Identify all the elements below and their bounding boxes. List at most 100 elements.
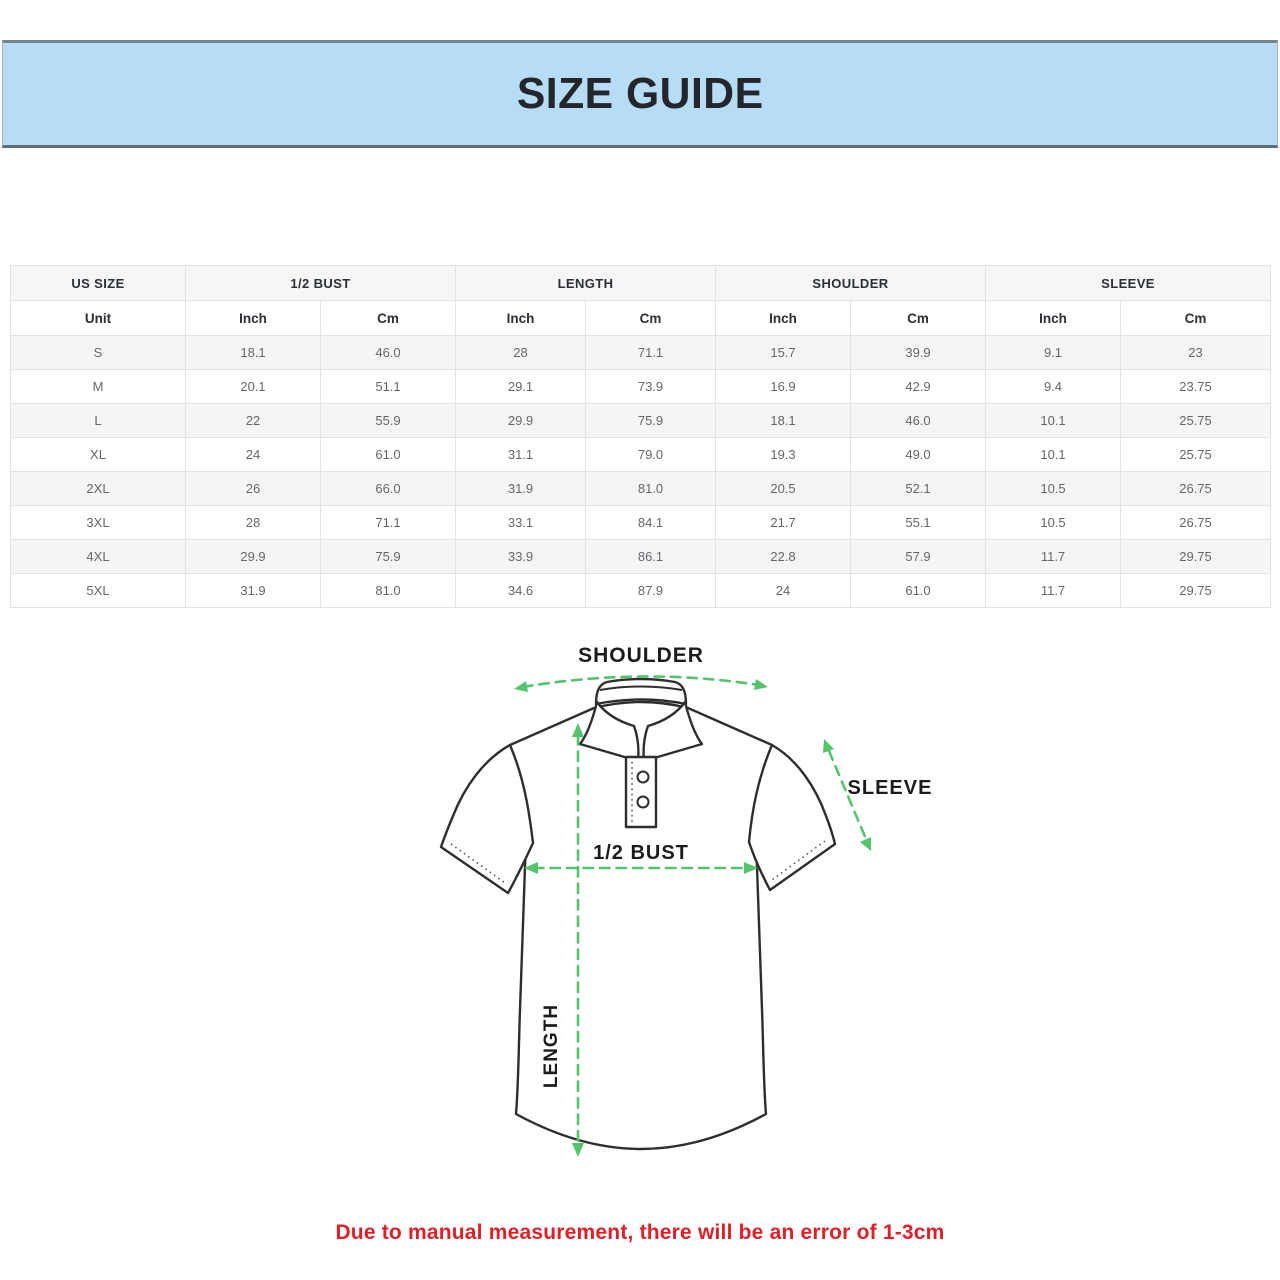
size-cell-value: 29.75 <box>1119 539 1272 574</box>
unit-header: Inch <box>455 300 586 336</box>
size-cell-value: 26 <box>185 471 321 506</box>
column-group-shoulder: SHOULDER <box>715 265 986 301</box>
size-cell-value: 34.6 <box>455 573 586 608</box>
size-guide-banner: SIZE GUIDE <box>2 40 1278 148</box>
size-cell-value: 49.0 <box>850 437 986 472</box>
size-cell-value: 11.7 <box>985 539 1121 574</box>
size-cell-value: 28 <box>185 505 321 540</box>
bust-arrow <box>524 862 758 874</box>
size-cell-value: 61.0 <box>320 437 456 472</box>
size-cell-label: 4XL <box>10 539 186 574</box>
size-cell-value: 51.1 <box>320 369 456 404</box>
size-cell-value: 71.1 <box>585 335 716 370</box>
size-cell-value: 21.7 <box>715 505 851 540</box>
size-cell-value: 81.0 <box>320 573 456 608</box>
size-cell-value: 81.0 <box>585 471 716 506</box>
size-cell-value: 10.1 <box>985 437 1121 472</box>
size-cell-value: 52.1 <box>850 471 986 506</box>
size-cell-label: 3XL <box>10 505 186 540</box>
unit-header: Cm <box>585 300 716 336</box>
polo-shirt-diagram: SHOULDER SLEEVE 1/2 BUST LENGTH <box>439 644 933 1157</box>
table-unit-header-row: Unit Inch Cm Inch Cm Inch Cm Inch Cm <box>10 300 1272 336</box>
polo-collar-left-flap <box>578 700 640 763</box>
size-cell-label: L <box>10 403 186 438</box>
size-cell-value: 10.5 <box>985 505 1121 540</box>
table-row: 4XL 29.9 75.9 33.9 86.1 22.8 57.9 11.7 29.75 <box>10 539 1272 574</box>
size-cell-value: 28 <box>455 335 586 370</box>
size-cell-value: 31.9 <box>185 573 321 608</box>
length-label: LENGTH <box>541 1004 562 1088</box>
sleeve-arrow <box>823 739 871 851</box>
left-cuff-stitch <box>450 843 506 884</box>
size-cell-value: 22.8 <box>715 539 851 574</box>
size-cell-value: 19.3 <box>715 437 851 472</box>
table-row: L 22 55.9 29.9 75.9 18.1 46.0 10.1 25.75 <box>10 403 1272 438</box>
polo-placket <box>624 755 658 829</box>
size-table-body: S 18.1 46.0 28 71.1 15.7 39.9 9.1 23 M 20.1 51.1 29.… <box>10 335 1272 608</box>
placket-button <box>636 770 650 784</box>
size-cell-value: 15.7 <box>715 335 851 370</box>
size-cell-value: 55.9 <box>320 403 456 438</box>
size-cell-value: 79.0 <box>585 437 716 472</box>
size-cell-label: S <box>10 335 186 370</box>
shoulder-arrow <box>514 675 768 692</box>
size-cell-value: 75.9 <box>320 539 456 574</box>
size-cell-value: 61.0 <box>850 573 986 608</box>
size-cell-label: 5XL <box>10 573 186 608</box>
size-cell-label: XL <box>10 437 186 472</box>
size-cell-value: 24 <box>715 573 851 608</box>
size-cell-value: 22 <box>185 403 321 438</box>
size-cell-value: 29.9 <box>455 403 586 438</box>
size-table: US SIZE 1/2 BUST LENGTH SHOULDER SLEEVE … <box>10 265 1272 608</box>
polo-collar-right-flap <box>642 700 704 763</box>
size-cell-value: 25.75 <box>1119 403 1272 438</box>
size-cell-value: 23.75 <box>1119 369 1272 404</box>
size-cell-value: 42.9 <box>850 369 986 404</box>
size-cell-value: 10.5 <box>985 471 1121 506</box>
size-cell-value: 23 <box>1119 335 1272 370</box>
unit-header: Cm <box>320 300 456 336</box>
bust-label: 1/2 BUST <box>593 842 689 864</box>
size-cell-value: 39.9 <box>850 335 986 370</box>
size-cell-value: 26.75 <box>1119 505 1272 540</box>
page-title: SIZE GUIDE <box>516 69 764 118</box>
size-cell-value: 26.75 <box>1119 471 1272 506</box>
length-arrow <box>572 723 584 1157</box>
table-row: S 18.1 46.0 28 71.1 15.7 39.9 9.1 23 <box>10 335 1272 370</box>
size-cell-value: 57.9 <box>850 539 986 574</box>
size-cell-value: 66.0 <box>320 471 456 506</box>
unit-header: Inch <box>185 300 321 336</box>
unit-header: Cm <box>850 300 986 336</box>
size-cell-value: 31.1 <box>455 437 586 472</box>
unit-header: Unit <box>10 300 186 336</box>
unit-header: Cm <box>1119 300 1272 336</box>
size-cell-value: 18.1 <box>715 403 851 438</box>
size-cell-value: 20.1 <box>185 369 321 404</box>
size-cell-value: 55.1 <box>850 505 986 540</box>
size-cell-value: 9.1 <box>985 335 1121 370</box>
sleeve-label: SLEEVE <box>848 777 933 799</box>
table-row: M 20.1 51.1 29.1 73.9 16.9 42.9 9.4 23.75 <box>10 369 1272 404</box>
table-row: XL 24 61.0 31.1 79.0 19.3 49.0 10.1 25.75 <box>10 437 1272 472</box>
shoulder-label: SHOULDER <box>578 644 704 667</box>
size-cell-value: 29.75 <box>1119 573 1272 608</box>
size-cell-value: 33.1 <box>455 505 586 540</box>
placket-button <box>636 795 650 809</box>
column-group-sleeve: SLEEVE <box>984 265 1272 301</box>
unit-header: Inch <box>715 300 851 336</box>
column-group-bust: 1/2 BUST <box>185 265 456 301</box>
size-cell-label: M <box>10 369 186 404</box>
size-cell-value: 46.0 <box>850 403 986 438</box>
size-cell-value: 25.75 <box>1119 437 1272 472</box>
size-cell-value: 73.9 <box>585 369 716 404</box>
unit-header: Inch <box>985 300 1121 336</box>
size-cell-value: 31.9 <box>455 471 586 506</box>
size-cell-label: 2XL <box>10 471 186 506</box>
table-row: 2XL 26 66.0 31.9 81.0 20.5 52.1 10.5 26.75 <box>10 471 1272 506</box>
size-cell-value: 18.1 <box>185 335 321 370</box>
size-cell-value: 10.1 <box>985 403 1121 438</box>
size-cell-value: 86.1 <box>585 539 716 574</box>
collar-band-seam <box>599 685 683 691</box>
size-cell-value: 16.9 <box>715 369 851 404</box>
size-cell-value: 71.1 <box>320 505 456 540</box>
